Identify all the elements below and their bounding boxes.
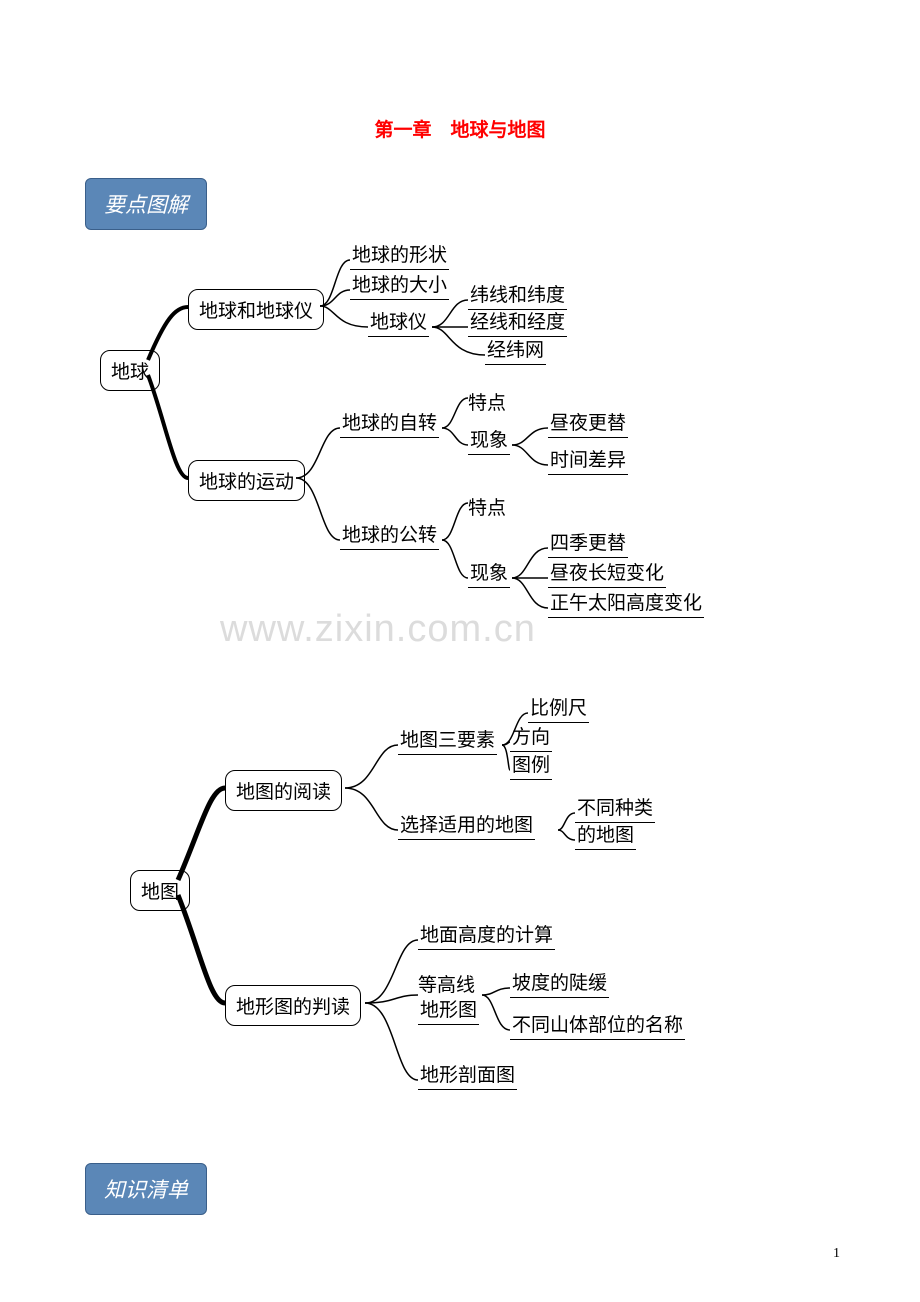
tree2-b2-c2-s1: 坡度的陡缓 xyxy=(510,968,609,998)
tree2-b2-c2-l1: 等高线 xyxy=(418,970,475,997)
tree2-b1-c1-s1: 比例尺 xyxy=(528,693,589,723)
section-tag-list: 知识清单 xyxy=(85,1163,207,1215)
tree1-b1-c1: 地球的形状 xyxy=(350,240,449,270)
tree2-b2: 地形图的判读 xyxy=(225,985,361,1026)
tree2-root: 地图 xyxy=(130,870,190,911)
tree1-b1-c3-s1: 纬线和纬度 xyxy=(468,280,567,310)
tree2-b2-c3: 地形剖面图 xyxy=(418,1060,517,1090)
tree2-b1-c2-s1: 不同种类 xyxy=(575,793,655,823)
tree2-b2-c2-s2: 不同山体部位的名称 xyxy=(510,1010,685,1040)
watermark: www.zixin.com.cn xyxy=(220,608,536,651)
page-number: 1 xyxy=(833,1246,840,1262)
tree2-b2-c1: 地面高度的计算 xyxy=(418,920,555,950)
tree1-root: 地球 xyxy=(100,350,160,391)
tree2-b1-c2-s2: 的地图 xyxy=(575,820,636,850)
tree1-b1-c2: 地球的大小 xyxy=(350,270,449,300)
tree1-b1: 地球和地球仪 xyxy=(188,289,324,330)
tree2-b1-c1-s2: 方向 xyxy=(510,722,552,752)
tree1-b2-c1-s2: 现象 xyxy=(468,425,510,455)
chapter-title: 第一章 地球与地图 xyxy=(0,115,920,142)
tree2-b2-c2-l2: 地形图 xyxy=(418,995,479,1025)
tree1-b2-c2-s2-x2: 昼夜长短变化 xyxy=(548,558,666,588)
tree1-b2-c2-s1: 特点 xyxy=(468,493,506,520)
tree2-b1: 地图的阅读 xyxy=(225,770,342,811)
tree2-b1-c1: 地图三要素 xyxy=(398,725,497,755)
tree2-b1-c2: 选择适用的地图 xyxy=(398,810,535,840)
tree1-b2-c2-s2-x3: 正午太阳高度变化 xyxy=(548,588,704,618)
tree1-b2-c1-s2-x2: 时间差异 xyxy=(548,445,628,475)
tree1-b2-c1: 地球的自转 xyxy=(340,408,439,438)
tree1-b1-c3: 地球仪 xyxy=(368,307,429,337)
tree1-b2-c2-s2-x1: 四季更替 xyxy=(548,528,628,558)
tree2-b1-c1-s3: 图例 xyxy=(510,750,552,780)
tree1-b2-c1-s2-x1: 昼夜更替 xyxy=(548,408,628,438)
tree1-b1-c3-s2: 经线和经度 xyxy=(468,307,567,337)
tree1-b2: 地球的运动 xyxy=(188,460,305,501)
tree1-b1-c3-s3: 经纬网 xyxy=(485,335,546,365)
section-tag-diagram: 要点图解 xyxy=(85,178,207,230)
tree1-b2-c2-s2: 现象 xyxy=(468,558,510,588)
tree1-b2-c2: 地球的公转 xyxy=(340,520,439,550)
tree1-b2-c1-s1: 特点 xyxy=(468,388,506,415)
